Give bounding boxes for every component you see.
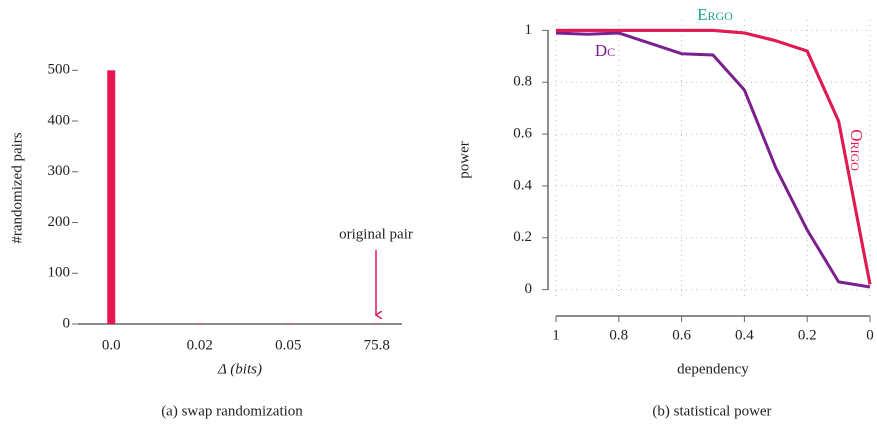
x-tick-label: 0.8 [609,327,628,343]
y-tick-label: 0 [63,315,71,331]
x-tick-label: 0.6 [672,327,691,343]
y-axis-label: #randomized pairs [9,132,25,243]
y-tick-label: 100 [48,265,71,281]
caption: (b) statistical power [652,403,771,419]
y-tick-label: 1 [525,22,533,38]
y-tick-label: 300 [48,163,71,179]
x-tick-label: 0.2 [798,327,817,343]
bar [372,323,381,324]
y-tick-label: 0.2 [513,229,532,245]
bar [107,70,116,324]
x-axis-label: dependency [677,361,749,377]
y-tick-label: 0.4 [513,177,532,193]
y-axis-label: power [456,141,472,179]
x-tick-label: 0.4 [735,327,754,343]
y-tick-label: 500 [48,62,71,78]
series-line [556,28,872,285]
bar [195,323,204,324]
x-tick-label: 0.05 [275,337,301,353]
y-tick-label: 0.8 [513,74,532,90]
annotation: original pair [339,226,413,242]
x-tick-label: 75.8 [364,337,390,353]
bar [284,323,293,324]
caption: (a) swap randomization [161,403,303,419]
y-tick-label: 0.6 [513,126,532,142]
x-axis-label: Δ (bits) [217,361,262,377]
y-tick-label: 400 [48,112,71,128]
y-tick-label: 0 [525,281,533,297]
y-tick-label: 200 [48,214,71,230]
x-tick-label: 1 [552,327,560,343]
series-line [555,31,871,289]
series-label: Origo [847,129,866,171]
x-tick-label: 0 [866,327,874,343]
series-label: Dc [595,41,615,60]
series-line [556,28,872,285]
series-label: Ergo [697,5,733,24]
x-tick-label: 0.0 [102,337,121,353]
x-tick-label: 0.02 [187,337,213,353]
